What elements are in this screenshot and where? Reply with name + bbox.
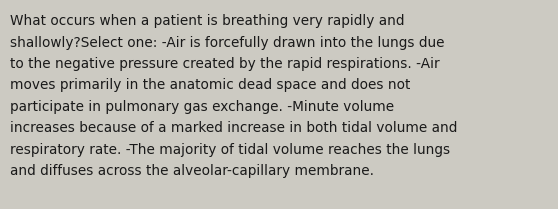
Text: respiratory rate. -The majority of tidal volume reaches the lungs: respiratory rate. -The majority of tidal… <box>10 143 450 157</box>
Text: and diffuses across the alveolar-capillary membrane.: and diffuses across the alveolar-capilla… <box>10 164 374 178</box>
Text: increases because of a marked increase in both tidal volume and: increases because of a marked increase i… <box>10 121 458 135</box>
Text: to the negative pressure created by the rapid respirations. -Air: to the negative pressure created by the … <box>10 57 440 71</box>
Text: moves primarily in the anatomic dead space and does not: moves primarily in the anatomic dead spa… <box>10 79 410 93</box>
Text: participate in pulmonary gas exchange. -Minute volume: participate in pulmonary gas exchange. -… <box>10 100 394 114</box>
Text: What occurs when a patient is breathing very rapidly and: What occurs when a patient is breathing … <box>10 14 405 28</box>
Text: shallowly?Select one: -Air is forcefully drawn into the lungs due: shallowly?Select one: -Air is forcefully… <box>10 36 445 50</box>
